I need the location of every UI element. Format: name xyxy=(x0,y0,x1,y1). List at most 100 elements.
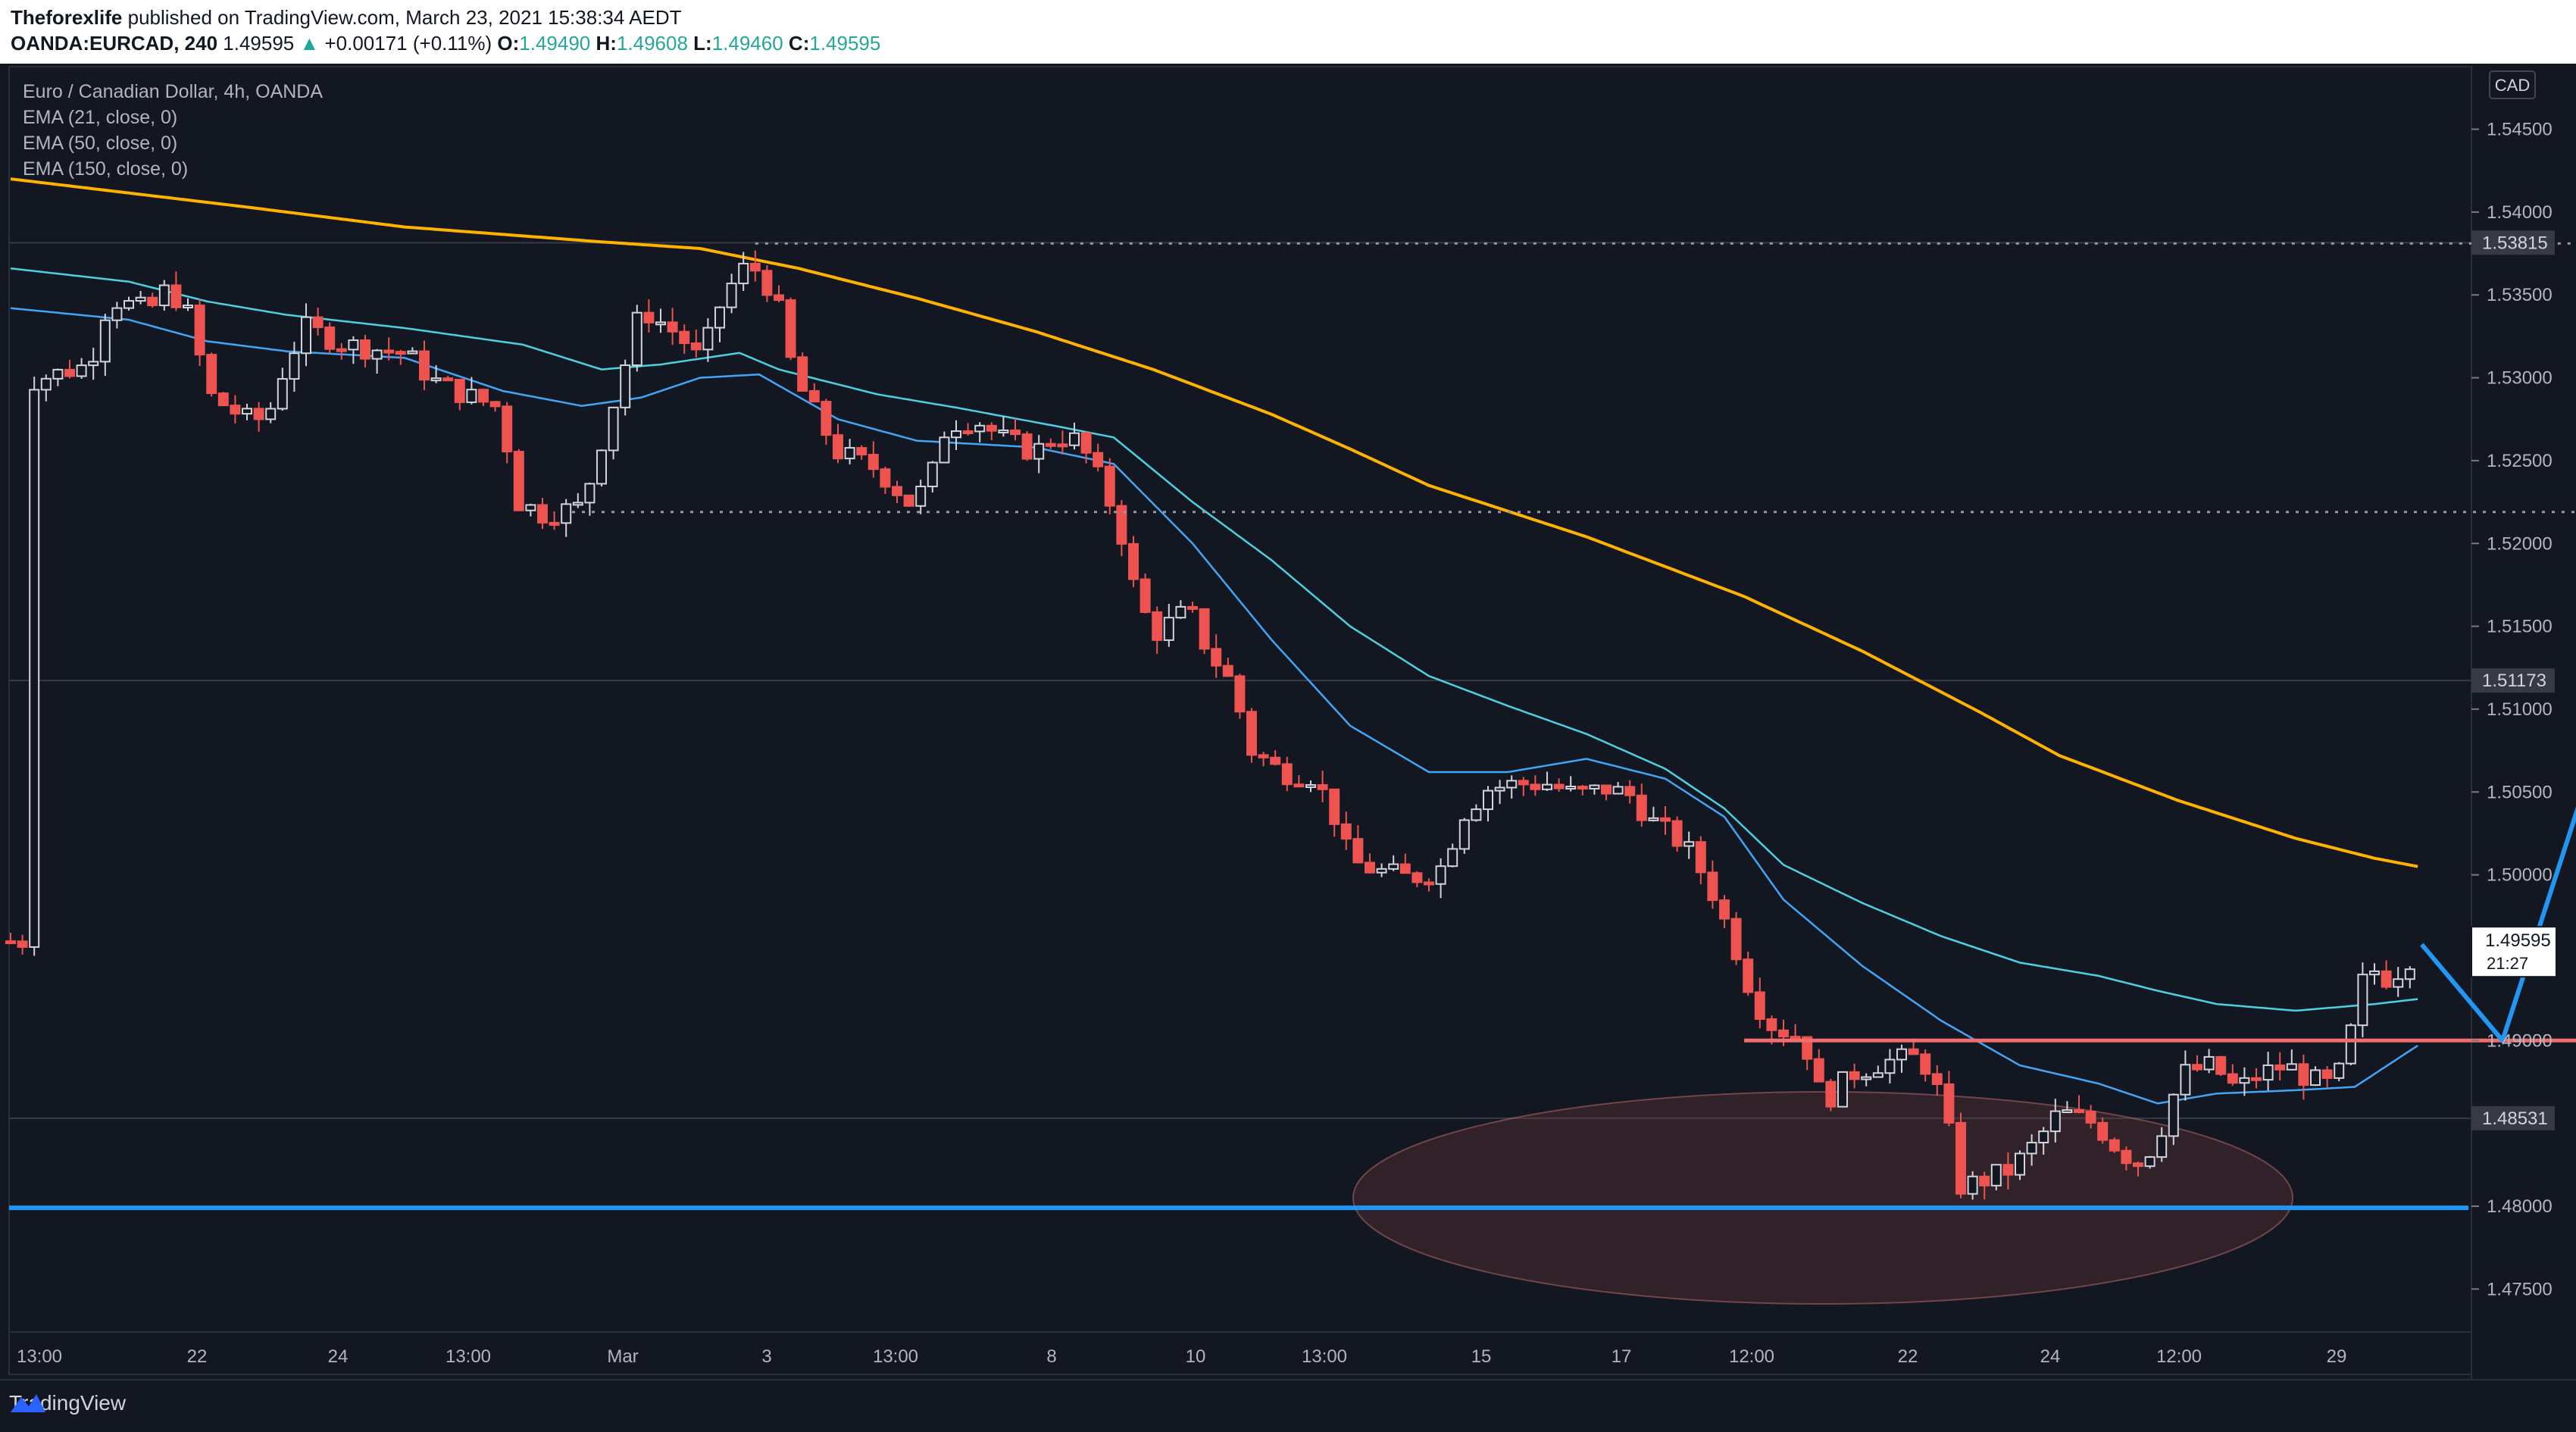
candle-bear xyxy=(1234,675,1246,713)
y-tick-label: 1.53000 xyxy=(2487,368,2553,389)
candle-bear xyxy=(903,494,914,507)
candle-bull xyxy=(123,300,134,309)
candle-bear xyxy=(2298,1063,2309,1087)
y-tick-label: 1.52500 xyxy=(2487,451,2553,471)
candle-bull xyxy=(1542,783,1552,790)
candle-bull xyxy=(702,327,714,351)
candle-bull xyxy=(608,406,619,452)
candle-bear xyxy=(1293,783,1305,788)
candle-bear xyxy=(1128,542,1139,580)
candle-bear xyxy=(1955,1121,1966,1195)
support-zone-ellipse xyxy=(1352,1091,2293,1305)
candle-bear xyxy=(1743,958,1754,993)
candle-bear xyxy=(549,521,560,526)
candle-bear xyxy=(2227,1073,2238,1084)
price-tag-bg xyxy=(2471,1105,2555,1130)
candle-bear xyxy=(1931,1073,1943,1085)
candle-bear xyxy=(336,348,347,352)
candle-bull xyxy=(183,304,193,308)
candle-bear xyxy=(1778,1029,1789,1038)
x-tick-label: 10 xyxy=(1186,1346,1206,1367)
tradingview-brand[interactable]: TradingView xyxy=(9,1391,126,1415)
published-text: published on TradingView.com, March 23, … xyxy=(127,6,682,29)
candle-bull xyxy=(301,316,311,355)
tradingview-logo-icon xyxy=(11,1394,45,1412)
legend-title[interactable]: Euro / Canadian Dollar, 4h, OANDA xyxy=(23,81,324,102)
candle-bear xyxy=(2097,1121,2109,1141)
chart-area[interactable]: 1.54500 1.54000 1.53500 1.53000 1.52500 1.520… xyxy=(0,64,2576,1379)
x-tick-label: 22 xyxy=(1898,1346,1918,1367)
candle-bull xyxy=(135,296,146,302)
candle-bear xyxy=(690,342,702,351)
high-value: 1.49608 xyxy=(616,32,688,55)
candle-bear xyxy=(1093,452,1104,467)
low-value: 1.49460 xyxy=(711,32,783,55)
candle-bear xyxy=(821,401,832,436)
high-label: H: xyxy=(596,32,617,55)
candle-bull xyxy=(998,429,1009,433)
ohlc-bar: OANDA:EURCAD, 240 1.49595 ▲ +0.00171 (+0… xyxy=(11,32,880,55)
candle-bear xyxy=(2251,1077,2262,1081)
publisher-name[interactable]: Theforexlife xyxy=(11,6,123,29)
footer: TradingView xyxy=(0,1379,2576,1432)
up-arrow-icon: ▲ xyxy=(299,32,320,55)
candle-bull xyxy=(915,486,927,507)
y-tick-label: 1.49000 xyxy=(2487,1030,2553,1051)
candle-bear xyxy=(170,284,182,308)
candle-bear xyxy=(1624,786,1636,796)
candle-bear xyxy=(1553,783,1565,789)
candle-bull xyxy=(951,430,961,439)
price-tag-bg xyxy=(2471,668,2555,693)
candle-bear xyxy=(537,504,548,524)
candle-bull xyxy=(2262,1064,2274,1081)
candle-bear xyxy=(1352,838,1364,864)
x-tick-label: Mar xyxy=(607,1346,638,1367)
x-tick-label: 12:00 xyxy=(1729,1346,1774,1367)
open-value: 1.49490 xyxy=(519,32,591,55)
candle-bear xyxy=(2215,1055,2227,1075)
candle-bear xyxy=(1660,817,1671,822)
candle-bear xyxy=(1317,784,1328,790)
candle-bear xyxy=(2074,1109,2084,1114)
candle-bull xyxy=(2239,1077,2250,1084)
candle-bull xyxy=(2156,1135,2168,1158)
price-chart[interactable]: 1.54500 1.54000 1.53500 1.53000 1.52500 1.520… xyxy=(0,64,2576,1379)
candle-bear xyxy=(1222,664,1233,677)
candle-bear xyxy=(1187,605,1198,610)
candle-bear xyxy=(1258,754,1269,758)
candle-bear xyxy=(797,356,808,392)
candle-bear xyxy=(749,262,761,272)
candle-bull xyxy=(738,262,749,285)
candle-bull xyxy=(289,352,300,380)
legend-ema50[interactable]: EMA (50, close, 0) xyxy=(23,133,178,154)
candle-bear xyxy=(217,392,229,407)
candle-bull xyxy=(2049,1110,2061,1133)
candle-bear xyxy=(1424,881,1434,886)
candle-bull xyxy=(2180,1064,2191,1096)
candle-bear xyxy=(1399,863,1411,874)
candle-bear xyxy=(1530,783,1541,790)
candle-bear xyxy=(667,321,678,333)
candle-bull xyxy=(927,461,938,488)
candle-bull xyxy=(1471,808,1482,821)
candle-bear xyxy=(833,434,843,460)
x-tick-label: 22 xyxy=(187,1346,208,1367)
candle-bear xyxy=(2192,1064,2202,1071)
x-tick-label: 17 xyxy=(1612,1346,1632,1367)
x-tick-label: 15 xyxy=(1471,1346,1492,1367)
price-change: +0.00171 (+0.11%) xyxy=(324,32,492,55)
price-tag-bg xyxy=(2471,230,2555,255)
price-tag-label: 1.51173 xyxy=(2482,671,2546,691)
candle-bull xyxy=(974,424,986,433)
symbol-label[interactable]: OANDA:EURCAD, 240 xyxy=(11,32,218,55)
projection-path xyxy=(2420,806,2576,1046)
legend-ema21[interactable]: EMA (21, close, 0) xyxy=(23,107,178,128)
candle-bear xyxy=(868,453,879,471)
candle-bear xyxy=(513,451,524,511)
y-tick-label: 1.50500 xyxy=(2487,782,2553,802)
candle-bear xyxy=(324,326,336,350)
legend-ema150[interactable]: EMA (150, close, 0) xyxy=(23,158,189,180)
candle-bull xyxy=(2393,978,2404,988)
candle-bull xyxy=(1033,442,1045,460)
candle-bear xyxy=(383,349,395,354)
